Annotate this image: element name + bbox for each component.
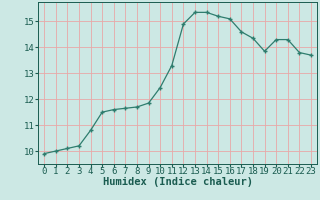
X-axis label: Humidex (Indice chaleur): Humidex (Indice chaleur): [103, 177, 252, 187]
